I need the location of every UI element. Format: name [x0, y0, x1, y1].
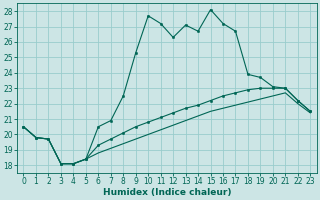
X-axis label: Humidex (Indice chaleur): Humidex (Indice chaleur)	[103, 188, 231, 197]
